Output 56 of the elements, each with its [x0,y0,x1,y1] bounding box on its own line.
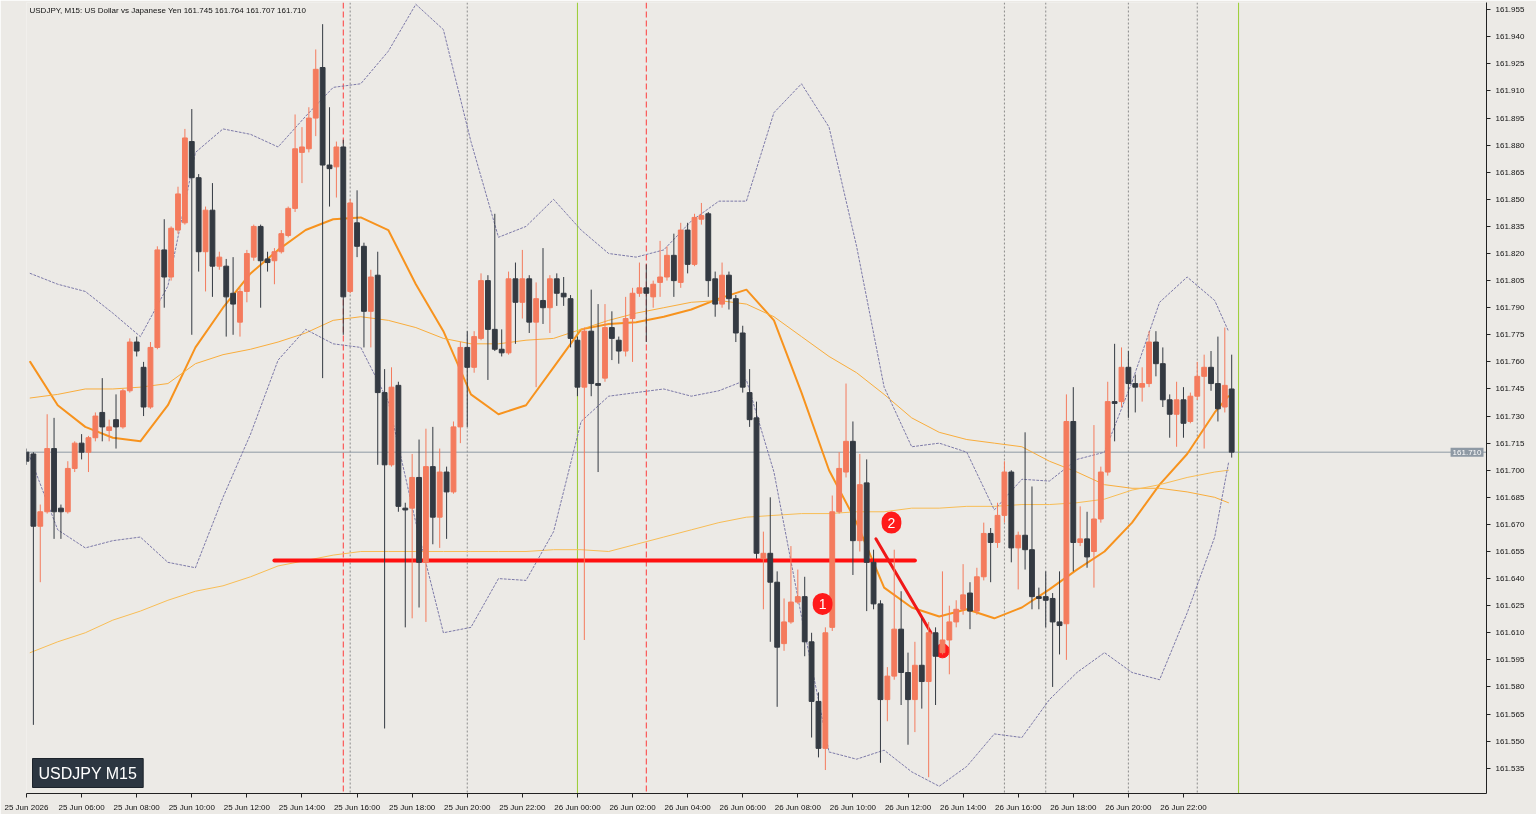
x-tick-label: 26 Jun 14:00 [939,802,987,812]
annotation: 2 [887,514,896,531]
y-tick-label: 161.805 [1495,276,1525,286]
y-tick-label: 161.760 [1495,357,1525,367]
x-tick-label: 25 Jun 10:00 [168,802,216,812]
y-tick-label: 161.850 [1495,194,1525,204]
x-tick-label: 25 Jun 14:00 [278,802,326,812]
x-tick-label: 25 Jun 16:00 [333,802,381,812]
x-tick-label: 26 Jun 06:00 [719,802,767,812]
y-tick-label: 161.550 [1495,736,1525,746]
x-tick-label: 26 Jun 10:00 [829,802,877,812]
y-tick-label: 161.625 [1495,601,1525,611]
y-tick-label: 161.670 [1495,519,1525,529]
x-tick-label: 26 Jun 02:00 [609,802,657,812]
x-tick-label: 25 Jun 12:00 [223,802,271,812]
y-tick-label: 161.865 [1495,167,1525,177]
y-tick-label: 161.580 [1495,682,1525,692]
y-tick-label: 161.595 [1495,655,1525,665]
x-tick-label: 26 Jun 00:00 [554,802,602,812]
y-tick-label: 161.685 [1495,492,1525,502]
y-tick-label: 161.775 [1495,330,1525,340]
y-tick-label: 161.655 [1495,547,1525,556]
x-tick-label: 26 Jun 20:00 [1105,802,1153,812]
x-tick-label: 26 Jun 12:00 [884,802,932,812]
y-tick-label: 161.910 [1495,86,1525,96]
y-tick-label: 161.610 [1495,628,1525,638]
y-tick-label: 161.640 [1495,574,1525,584]
ref-line-label: 161.710 [1452,447,1483,457]
x-tick-label: 26 Jun 08:00 [774,802,822,812]
annotation: USDJPY M15 [38,764,138,782]
x-tick-label: 25 Jun 06:00 [58,802,106,812]
y-tick-label: 161.790 [1495,303,1525,313]
y-tick-label: 161.745 [1495,384,1525,394]
y-tick-label: 161.715 [1495,438,1525,448]
y-tick-label: 161.895 [1495,113,1525,123]
x-tick-label: 26 Jun 16:00 [995,802,1042,812]
y-tick-label: 161.820 [1495,249,1525,259]
x-tick-label: 26 Jun 22:00 [1160,802,1208,812]
x-tick-label: 25 Jun 20:00 [444,802,491,812]
x-tick-label: 25 Jun 2026 [4,802,50,812]
chart-title: USDJPY, M15: US Dollar vs Japanese Yen 161.745 161.764 161.707 161.710 [29,5,307,15]
y-tick-label: 161.535 [1495,763,1525,773]
y-tick-label: 161.565 [1495,709,1525,719]
y-tick-label: 161.925 [1495,59,1525,69]
y-tick-label: 161.880 [1495,140,1525,150]
y-tick-label: 161.730 [1495,411,1525,421]
x-tick-label: 25 Jun 18:00 [389,802,436,812]
y-tick-label: 161.955 [1495,5,1525,15]
x-tick-label: 26 Jun 18:00 [1050,802,1097,812]
x-tick-label: 25 Jun 08:00 [113,802,161,812]
y-tick-label: 161.835 [1495,221,1525,231]
x-tick-label: 25 Jun 22:00 [499,802,547,812]
y-tick-label: 161.700 [1495,465,1525,475]
y-tick-label: 161.940 [1495,32,1525,42]
x-tick-label: 26 Jun 04:00 [664,802,712,812]
annotation: 1 [818,595,827,612]
